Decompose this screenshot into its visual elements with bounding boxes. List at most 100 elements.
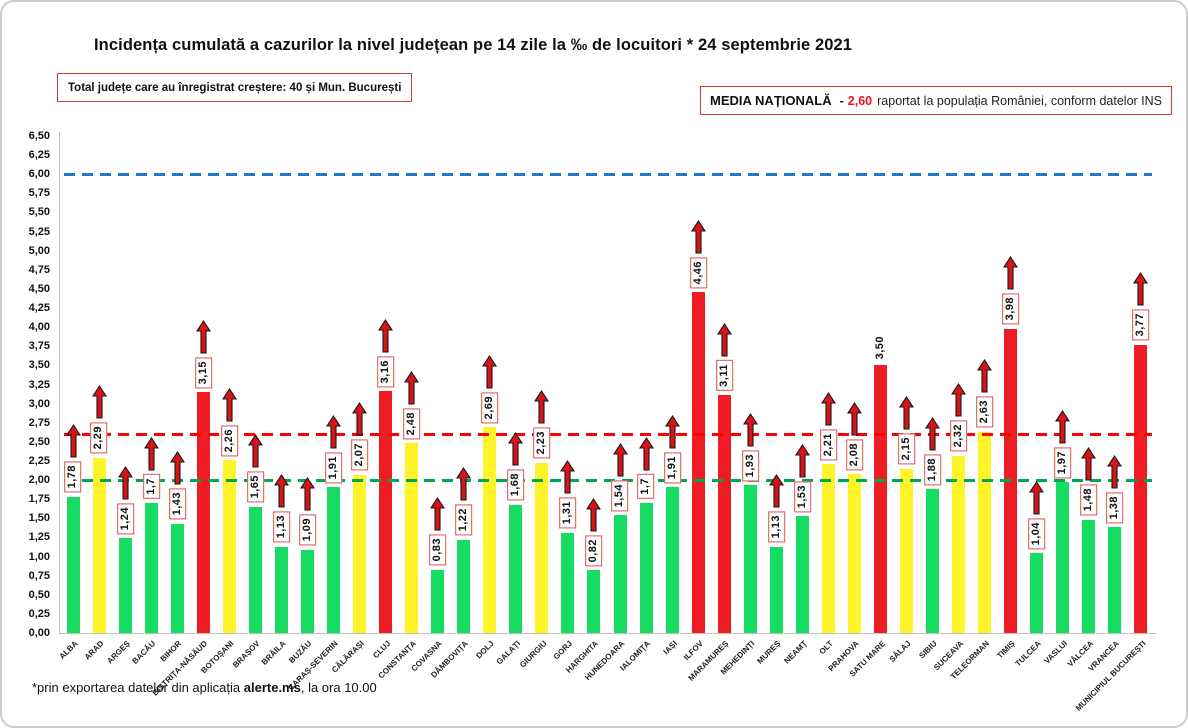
bar — [873, 365, 887, 633]
category-label: GIURGIU — [517, 639, 549, 670]
footnote-post: , la ora 10.00 — [300, 680, 377, 695]
bar-column: 1,09 — [294, 136, 320, 633]
bar — [1030, 553, 1044, 633]
bar-value-label: 1,04 — [1028, 518, 1046, 550]
bar — [952, 455, 966, 633]
bar-value-label: 1,43 — [168, 488, 186, 520]
bar-column: 2,23 — [529, 136, 555, 633]
bar-value-label: 2,08 — [845, 438, 864, 470]
bar-value-label: 2,23 — [533, 427, 551, 459]
bar — [691, 291, 705, 633]
category-label: TIMIȘ — [995, 639, 1018, 661]
increase-arrow-icon — [794, 443, 810, 478]
increase-arrow-icon — [378, 318, 394, 353]
bar — [431, 569, 445, 633]
bar-column: 2,69 — [477, 136, 503, 633]
bar — [353, 474, 367, 633]
increase-arrow-icon — [91, 385, 107, 420]
bar-value-label: 1,09 — [298, 514, 317, 546]
bar — [274, 546, 288, 633]
increase-arrow-icon — [273, 474, 289, 508]
increase-arrow-icon — [404, 370, 420, 405]
category-label: NEAMȚ — [782, 639, 809, 666]
plot-columns: 1,78 2,29 1,24 1,7 1,43 3,15 2,26 1,65 1,13 1,09 1… — [60, 136, 1154, 633]
bar-value-label: 1,31 — [559, 497, 577, 529]
y-tick-label: 3,75 — [28, 340, 50, 353]
bar-column: 1,48 — [1076, 136, 1102, 633]
bar — [300, 549, 314, 633]
bar-column: 1,7 — [633, 136, 659, 633]
bar — [1082, 519, 1096, 633]
y-tick-label: 4,75 — [28, 263, 50, 276]
bar-value-label: 1,22 — [455, 504, 473, 536]
increase-arrow-icon — [456, 467, 472, 501]
y-axis-ticks: 0,00 0,25 0,50 0,75 1,00 1,25 1,50 1,75 2,00 2,25… — [2, 2, 52, 726]
bar — [743, 485, 757, 633]
increase-arrow-icon — [925, 416, 941, 451]
bar-value-label: 1,54 — [611, 479, 629, 512]
bar-column: 1,91 — [659, 136, 685, 633]
bar-value-label: 3,50 — [873, 335, 886, 360]
bar-column: 2,32 — [946, 136, 972, 633]
bar-column: 2,21 — [815, 136, 841, 633]
increase-arrow-icon — [1029, 481, 1045, 515]
category-label: DOLJ — [474, 639, 497, 661]
y-tick-label: 3,50 — [28, 359, 50, 372]
bar — [639, 503, 653, 633]
bar-column: 1,88 — [920, 136, 946, 633]
y-tick-label: 5,75 — [28, 187, 50, 200]
bar-column: 3,50 — [867, 136, 893, 633]
bar-column: 3,11 — [711, 136, 737, 633]
bar — [926, 489, 940, 633]
bar-value-label: 0,83 — [429, 534, 447, 566]
bar-value-label: 0,82 — [585, 534, 603, 567]
bar-value-label: 1,68 — [507, 469, 525, 501]
x-axis-line — [59, 633, 1156, 634]
footnote: *prin exportarea datelor din aplicația a… — [32, 680, 377, 695]
bar-column: 4,46 — [685, 136, 711, 633]
bar — [665, 486, 679, 633]
category-label: MUREȘ — [755, 639, 783, 666]
bar-column: 1,13 — [268, 136, 294, 633]
increase-arrow-icon — [143, 437, 159, 471]
bar-column: 2,29 — [86, 136, 112, 633]
bar-value-label: 1,13 — [272, 511, 290, 543]
national-average-value: 2,60 — [847, 93, 873, 108]
category-label: ARAD — [82, 639, 106, 662]
bar-value-label: 3,98 — [1002, 293, 1020, 325]
footnote-pre: *prin exportarea datelor din aplicația — [32, 680, 244, 695]
bar — [821, 464, 835, 633]
bar — [1004, 328, 1018, 633]
bar-value-label: 2,29 — [90, 422, 108, 454]
bar — [1108, 527, 1122, 633]
bar-value-label: 1,38 — [1106, 492, 1124, 524]
bar — [587, 570, 601, 633]
bar-column: 1,38 — [1102, 136, 1128, 633]
bar-column: 1,68 — [503, 136, 529, 633]
bar — [170, 523, 184, 633]
bar-value-label: 3,77 — [1132, 309, 1150, 341]
category-label: SIBIU — [917, 639, 939, 661]
national-average-separator: - — [839, 93, 844, 108]
y-tick-label: 4,00 — [28, 321, 50, 334]
category-label: BRĂILA — [260, 639, 288, 667]
bar — [92, 457, 106, 633]
y-tick-label: 0,25 — [28, 607, 50, 620]
bar-column: 0,82 — [581, 136, 607, 633]
y-tick-label: 0,75 — [28, 569, 50, 582]
increase-arrow-icon — [169, 451, 185, 485]
bar-column: 1,65 — [242, 136, 268, 633]
bar-value-label: 3,11 — [715, 360, 733, 392]
increase-arrow-icon — [1055, 409, 1071, 444]
increase-arrow-icon — [742, 413, 758, 447]
bar-value-label: 1,88 — [923, 453, 942, 486]
y-tick-label: 3,25 — [28, 378, 50, 391]
bar-value-label: 1,13 — [767, 511, 785, 543]
bar-column: 1,24 — [112, 136, 138, 633]
bar — [1134, 344, 1148, 633]
increase-arrow-icon — [482, 354, 498, 389]
category-label: TULCEA — [1013, 639, 1044, 669]
bar-column: 1,31 — [555, 136, 581, 633]
increase-arrow-icon — [1107, 455, 1123, 489]
increase-arrow-icon — [247, 434, 263, 468]
